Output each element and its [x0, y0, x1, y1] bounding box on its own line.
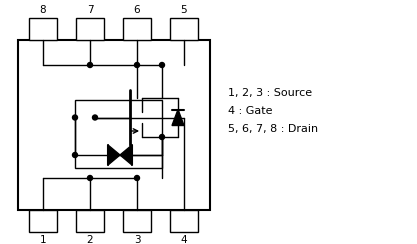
Text: 8: 8 [40, 5, 46, 15]
Bar [170, 210, 198, 232]
Circle shape [73, 115, 78, 120]
Circle shape [88, 62, 93, 68]
Circle shape [135, 62, 140, 68]
Polygon shape [172, 110, 184, 125]
Polygon shape [108, 145, 120, 165]
Bar [76, 18, 104, 40]
Bar [123, 18, 151, 40]
Circle shape [88, 175, 93, 181]
Polygon shape [120, 145, 132, 165]
Text: 5, 6, 7, 8 : Drain: 5, 6, 7, 8 : Drain [228, 124, 318, 134]
Text: 1: 1 [40, 235, 46, 244]
Text: 2: 2 [87, 235, 93, 244]
Circle shape [159, 134, 164, 140]
Text: 1, 2, 3 : Source: 1, 2, 3 : Source [228, 88, 312, 98]
Bar [29, 210, 57, 232]
Bar [75, 100, 162, 168]
Text: 4 : Gate: 4 : Gate [228, 106, 272, 116]
Bar [18, 40, 210, 210]
Circle shape [73, 152, 78, 157]
Text: 4: 4 [181, 235, 187, 244]
Bar [76, 210, 104, 232]
Bar [123, 210, 151, 232]
Text: 6: 6 [134, 5, 140, 15]
Circle shape [135, 175, 140, 181]
Bar [170, 18, 198, 40]
Bar [29, 18, 57, 40]
Text: 3: 3 [134, 235, 140, 244]
Text: 5: 5 [181, 5, 187, 15]
Circle shape [159, 62, 164, 68]
Circle shape [93, 115, 98, 120]
Text: 7: 7 [87, 5, 93, 15]
